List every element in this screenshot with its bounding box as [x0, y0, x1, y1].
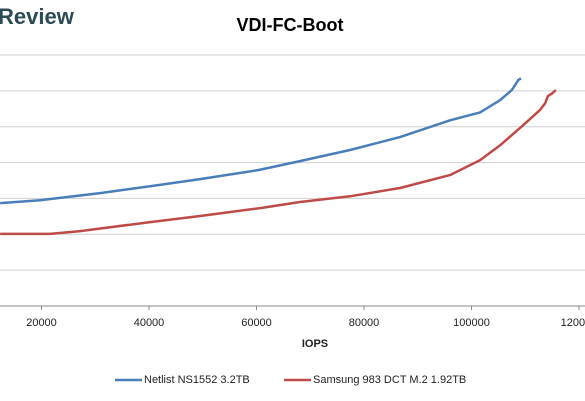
series-line: [0, 77, 522, 205]
series-line: [0, 89, 557, 236]
legend-label: Samsung 983 DCT M.2 1.92TB: [313, 374, 466, 386]
x-axis-label: IOPS: [302, 338, 328, 350]
legend-label: Netlist NS1552 3.2TB: [144, 374, 250, 386]
x-tick-label: 100000: [453, 317, 490, 329]
x-tick-label: 120000: [561, 317, 585, 329]
x-tick-label: 40000: [134, 317, 165, 329]
x-tick-label: 20000: [26, 317, 57, 329]
x-tick-label: 60000: [241, 317, 272, 329]
chart-title: VDI-FC-Boot: [237, 15, 344, 35]
x-tick-label: 80000: [349, 317, 380, 329]
brand-logo: Review: [0, 4, 75, 29]
